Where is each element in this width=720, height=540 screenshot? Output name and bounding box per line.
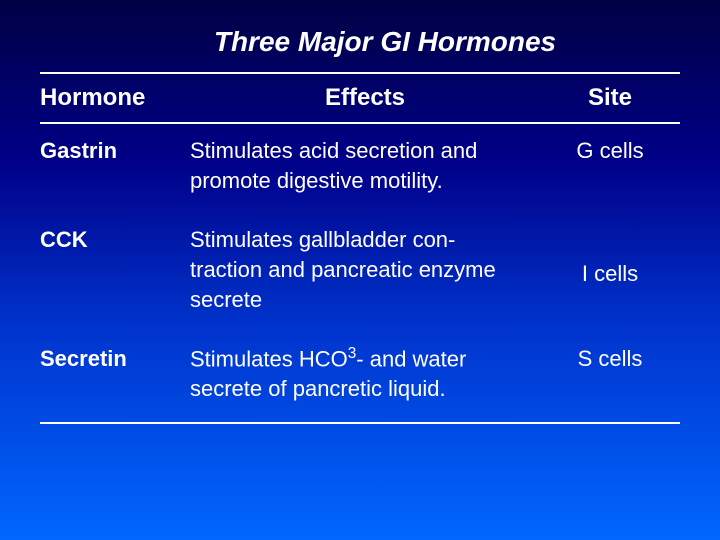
divider-bottom [40,422,680,424]
cell-effects: Stimulates acid secretion and promote di… [190,136,540,195]
cell-hormone: Gastrin [40,136,190,195]
table-row: Secretin Stimulates HCO3- and water secr… [40,332,680,422]
slide: Three Major GI Hormones Hormone Effects … [0,0,720,454]
cell-site: G cells [540,136,680,195]
table-row: CCK Stimulates gallbladder con- traction… [40,213,680,332]
table-body: Gastrin Stimulates acid secretion and pr… [40,124,680,422]
cell-site: I cells [540,225,680,314]
table-row: Gastrin Stimulates acid secretion and pr… [40,124,680,213]
cell-effects: Stimulates gallbladder con- traction and… [190,225,540,314]
cell-effects: Stimulates HCO3- and water secrete of pa… [190,344,540,404]
cell-hormone: Secretin [40,344,190,404]
table-header-row: Hormone Effects Site [40,74,680,122]
slide-title: Three Major GI Hormones [40,26,680,58]
cell-site: S cells [540,344,680,404]
header-effects: Effects [190,84,540,112]
cell-hormone: CCK [40,225,190,314]
header-site: Site [540,84,680,112]
header-hormone: Hormone [40,84,190,112]
